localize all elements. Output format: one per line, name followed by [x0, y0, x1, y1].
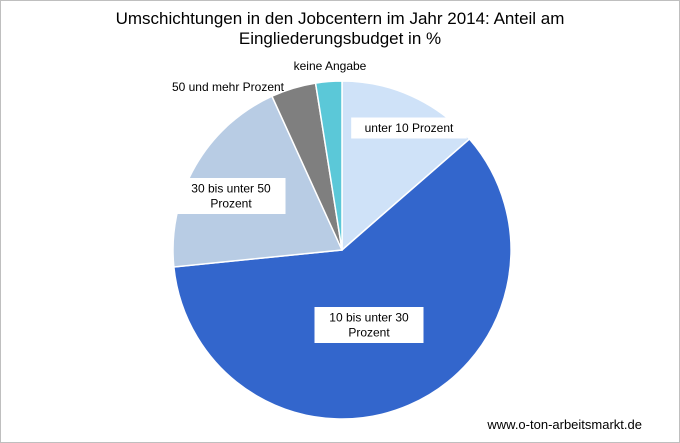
pie-slice-5 [314, 80, 343, 251]
slice-label-text: Prozent [348, 326, 390, 340]
slice-label-text: 10 bis unter 30 [329, 311, 409, 325]
chart-title-line-1: Umschichtungen in den Jobcentern im Jahr… [115, 9, 565, 28]
slice-label-5: keine Angabe [294, 59, 367, 73]
slice-label-text: Prozent [210, 197, 252, 211]
slice-label-text: 50 und mehr Prozent [172, 80, 285, 94]
slice-label-1: unter 10 Prozent [351, 117, 467, 139]
slice-label-box [176, 178, 286, 214]
slice-label-text: keine Angabe [294, 59, 367, 73]
slice-label-box [351, 117, 467, 139]
slice-label-4: 50 und mehr Prozent [172, 80, 285, 94]
slice-label-text: unter 10 Prozent [365, 121, 454, 135]
slice-label-text: 30 bis unter 50 [191, 182, 271, 196]
chart-title: Umschichtungen in den Jobcentern im Jahr… [0, 9, 680, 49]
source-credit: www.o-ton-arbeitsmarkt.de [487, 417, 642, 432]
chart-title-line-2: Eingliederungsbudget in % [238, 29, 442, 48]
pie-slice-2 [173, 137, 512, 420]
slice-label-box [314, 307, 424, 343]
